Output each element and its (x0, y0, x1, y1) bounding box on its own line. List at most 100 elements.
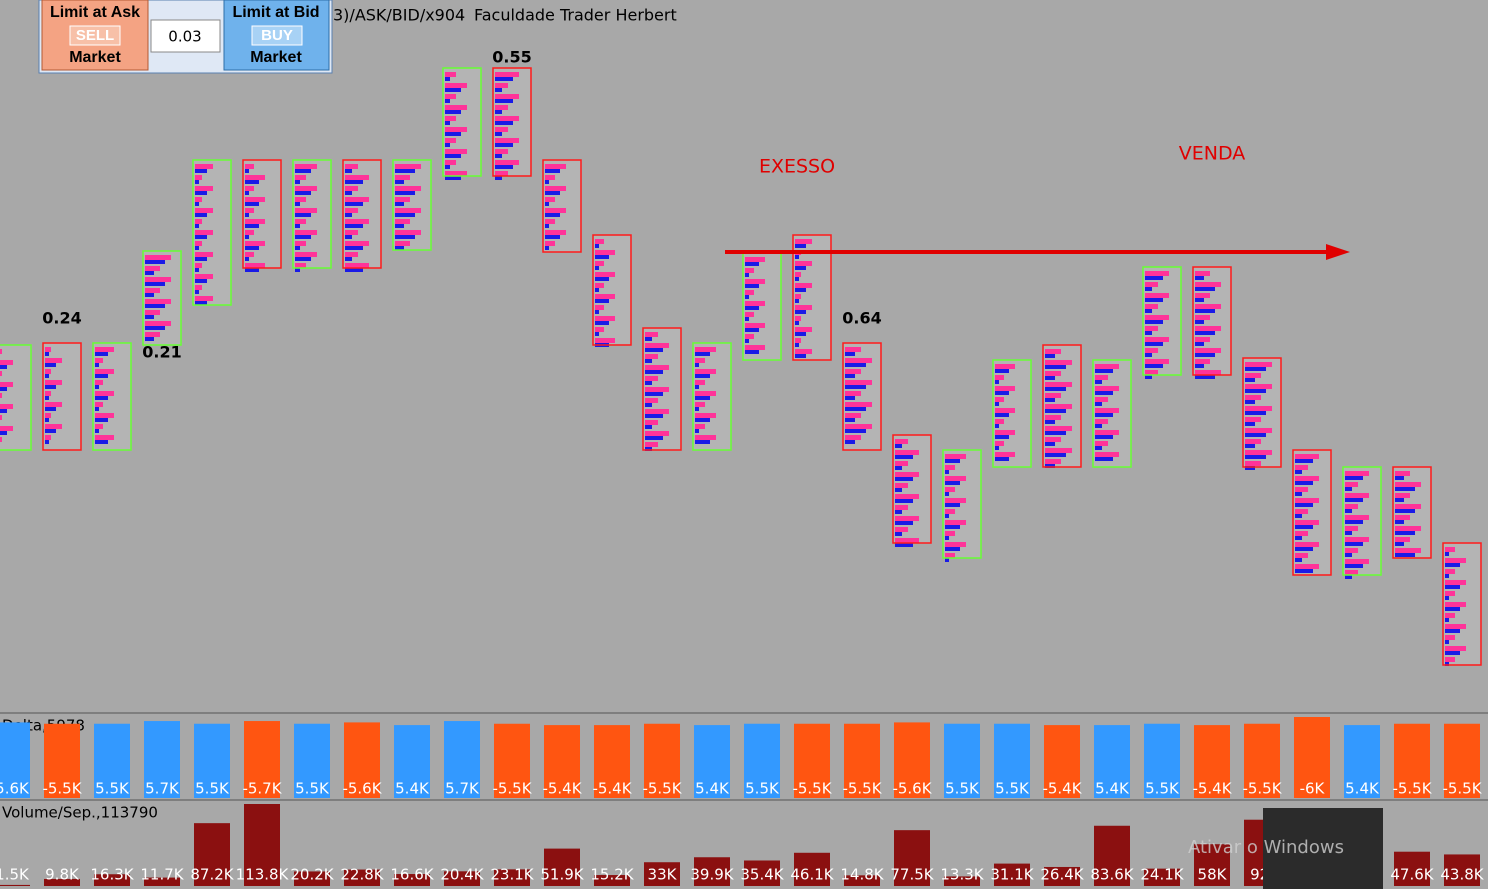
footprint-row (0, 415, 2, 420)
footprint-row (195, 213, 207, 217)
footprint-row (545, 197, 555, 202)
footprint-row (595, 310, 599, 314)
footprint-row (745, 328, 759, 332)
footprint-row (1295, 531, 1308, 536)
footprint-row (995, 424, 999, 428)
footprint-row (145, 337, 154, 341)
footprint-row (0, 365, 7, 369)
footprint-row (1145, 370, 1158, 375)
footprint-row (145, 266, 160, 271)
volume-value: 83.6K (1090, 866, 1134, 884)
delta-bar (944, 723, 980, 798)
footprint-row (195, 164, 213, 169)
footprint-row (345, 219, 369, 224)
volume-value: 11.7K (140, 866, 184, 884)
delta-bar (494, 723, 530, 798)
footprint-row (295, 235, 311, 239)
footprint-row (1195, 293, 1210, 298)
footprint-row (995, 408, 1015, 413)
volume-value: 58K (1198, 866, 1228, 884)
footprint-row (395, 208, 421, 213)
footprint-row (1395, 515, 1410, 520)
footprint-row (545, 224, 549, 228)
footprint-row (445, 72, 456, 77)
footprint-row (395, 213, 415, 217)
watermark: Ativar o Windows (1188, 837, 1344, 858)
footprint-row (195, 180, 199, 184)
footprint-row (645, 414, 663, 418)
sell-button[interactable] (69, 25, 121, 46)
footprint-row (1445, 607, 1460, 611)
footprint-row (745, 262, 759, 266)
footprint-row (495, 116, 519, 121)
footprint-row (895, 538, 919, 543)
volume-value: 14.8K (840, 866, 884, 884)
delta-value: -5.5K (1442, 780, 1482, 798)
footprint-row (895, 527, 908, 532)
footprint-row (1045, 393, 1061, 398)
delta-bar (1444, 723, 1480, 798)
footprint-row (595, 327, 604, 332)
footprint-row (1395, 548, 1421, 553)
footprint-row (695, 429, 699, 433)
footprint-row (295, 257, 311, 261)
footprint-row (795, 266, 806, 270)
delta-value: -5.5K (42, 780, 82, 798)
footprint-row (0, 426, 13, 431)
footprint-row (1195, 342, 1204, 346)
footprint-row (745, 257, 765, 262)
quantity-input[interactable] (150, 19, 221, 53)
annotation: VENDA (1179, 143, 1246, 165)
footprint-row (445, 110, 461, 114)
footprint-row (45, 385, 56, 389)
volume-bar (994, 863, 1030, 886)
footprint-row (195, 235, 207, 239)
footprint-row (945, 459, 960, 463)
footprint-box (942, 449, 982, 559)
delta-bar (1244, 723, 1280, 798)
footprint-row (945, 514, 949, 518)
footprint-row (495, 143, 513, 147)
footprint-row (95, 424, 103, 429)
buy-button[interactable] (251, 25, 303, 46)
delta-bar (1094, 725, 1130, 798)
footprint-row (945, 520, 966, 525)
footprint-row (545, 164, 566, 169)
footprint-row (345, 169, 352, 173)
delta-value: 5.7K (445, 780, 480, 798)
footprint-row (1095, 457, 1113, 461)
footprint-row (1395, 537, 1410, 542)
footprint-row (1145, 271, 1169, 276)
footprint-row (1245, 395, 1261, 400)
footprint-row (1395, 553, 1415, 557)
footprint-row (445, 176, 461, 180)
footprint-row (545, 213, 560, 217)
footprint-row (695, 418, 710, 422)
footprint-row (395, 186, 421, 191)
footprint-row (795, 239, 812, 244)
footprint-row (1095, 369, 1113, 373)
footprint-row (845, 402, 872, 407)
footprint-row (95, 374, 108, 378)
footprint-box (1092, 359, 1132, 468)
footprint-row (1145, 298, 1163, 302)
footprint-row (1095, 452, 1119, 457)
footprint-row (545, 175, 555, 180)
footprint-row (195, 263, 202, 268)
footprint-row (1395, 493, 1410, 498)
footprint-row (245, 246, 259, 250)
footprint-row (1295, 498, 1319, 503)
footprint-row (795, 299, 799, 303)
footprint-row (1445, 613, 1455, 618)
footprint-row (295, 208, 317, 213)
footprint-row (1145, 359, 1169, 364)
footprint-row (1045, 404, 1072, 409)
footprint-row (145, 260, 165, 264)
footprint-row (1195, 359, 1210, 364)
footprint-box (42, 342, 82, 451)
volume-bar (444, 871, 480, 886)
footprint-box (792, 234, 832, 361)
chart-subtitle: Faculdade Trader Herbert (474, 6, 677, 25)
footprint-row (745, 268, 754, 273)
footprint-box (692, 342, 732, 451)
